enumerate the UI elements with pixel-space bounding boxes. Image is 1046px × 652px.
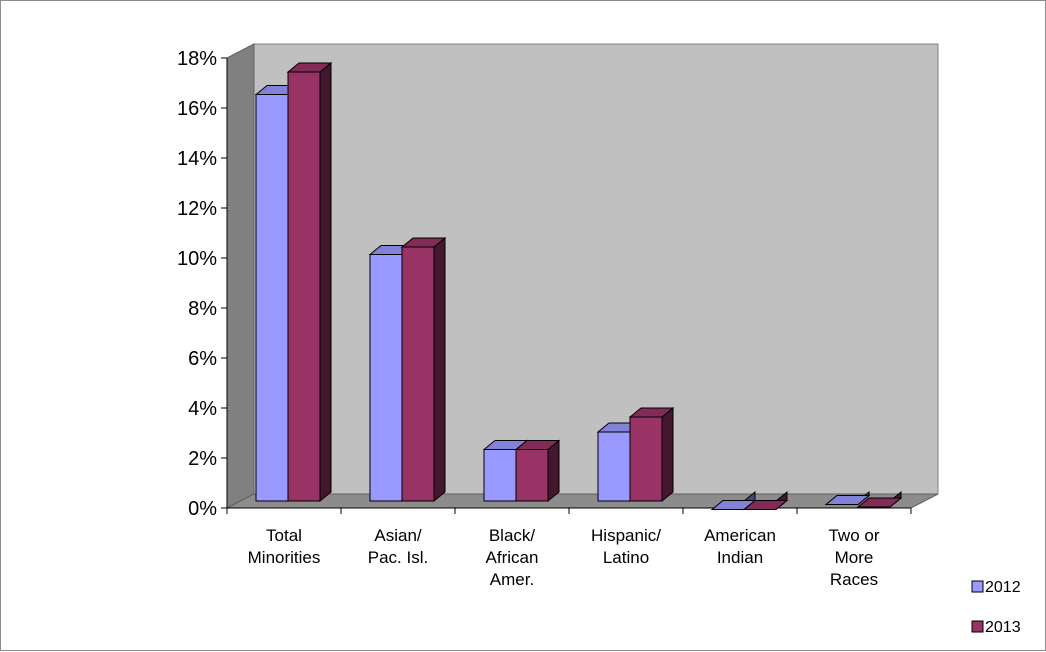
y-axis: 0% 2% 4% 6% 8% 10% 12% 14% 16% 18% [177,48,228,520]
bar-2013 [286,61,333,503]
back-wall [253,43,939,495]
y-tick-label: 0% [188,498,217,520]
x-category-label: American Indian [704,526,776,567]
bar-2013 [514,439,561,503]
y-tick-label: 14% [177,148,217,170]
x-category-label: Total Minorities [248,526,321,567]
legend-item-2013: 2013 [971,619,1021,636]
y-tick-label: 4% [188,398,217,420]
y-tick-label: 6% [188,348,217,370]
bar-2012 [824,490,871,506]
legend-swatch [971,620,984,633]
legend-swatch [971,580,984,593]
legend-label: 2012 [985,579,1021,596]
bar-2013 [400,236,447,503]
x-category-label: Black/African Amer. [486,526,539,589]
chart-walls [226,43,939,509]
y-tick-label: 18% [177,48,217,70]
legend-item-2012: 2012 [971,579,1021,596]
x-axis: Total Minorities Asian/Pac. Isl. Black/Afri… [226,507,912,589]
y-tick-label: 16% [177,98,217,120]
y-tick-label: 2% [188,448,217,470]
y-tick-label: 10% [177,248,217,270]
side-wall [226,43,255,509]
legend: 2012 2013 [971,579,1021,636]
y-tick-label: 12% [177,198,217,220]
x-category-label: Asian/Pac. Isl. [368,526,428,567]
legend-label: 2013 [985,619,1021,636]
x-category-label: Two or More Races [828,526,879,589]
x-category-label: Hispanic/Latino [591,526,661,567]
bar-2013 [628,406,675,503]
y-tick-label: 8% [188,298,217,320]
bars [254,61,903,511]
bar-2013 [742,490,789,511]
bar-2013 [856,490,903,509]
